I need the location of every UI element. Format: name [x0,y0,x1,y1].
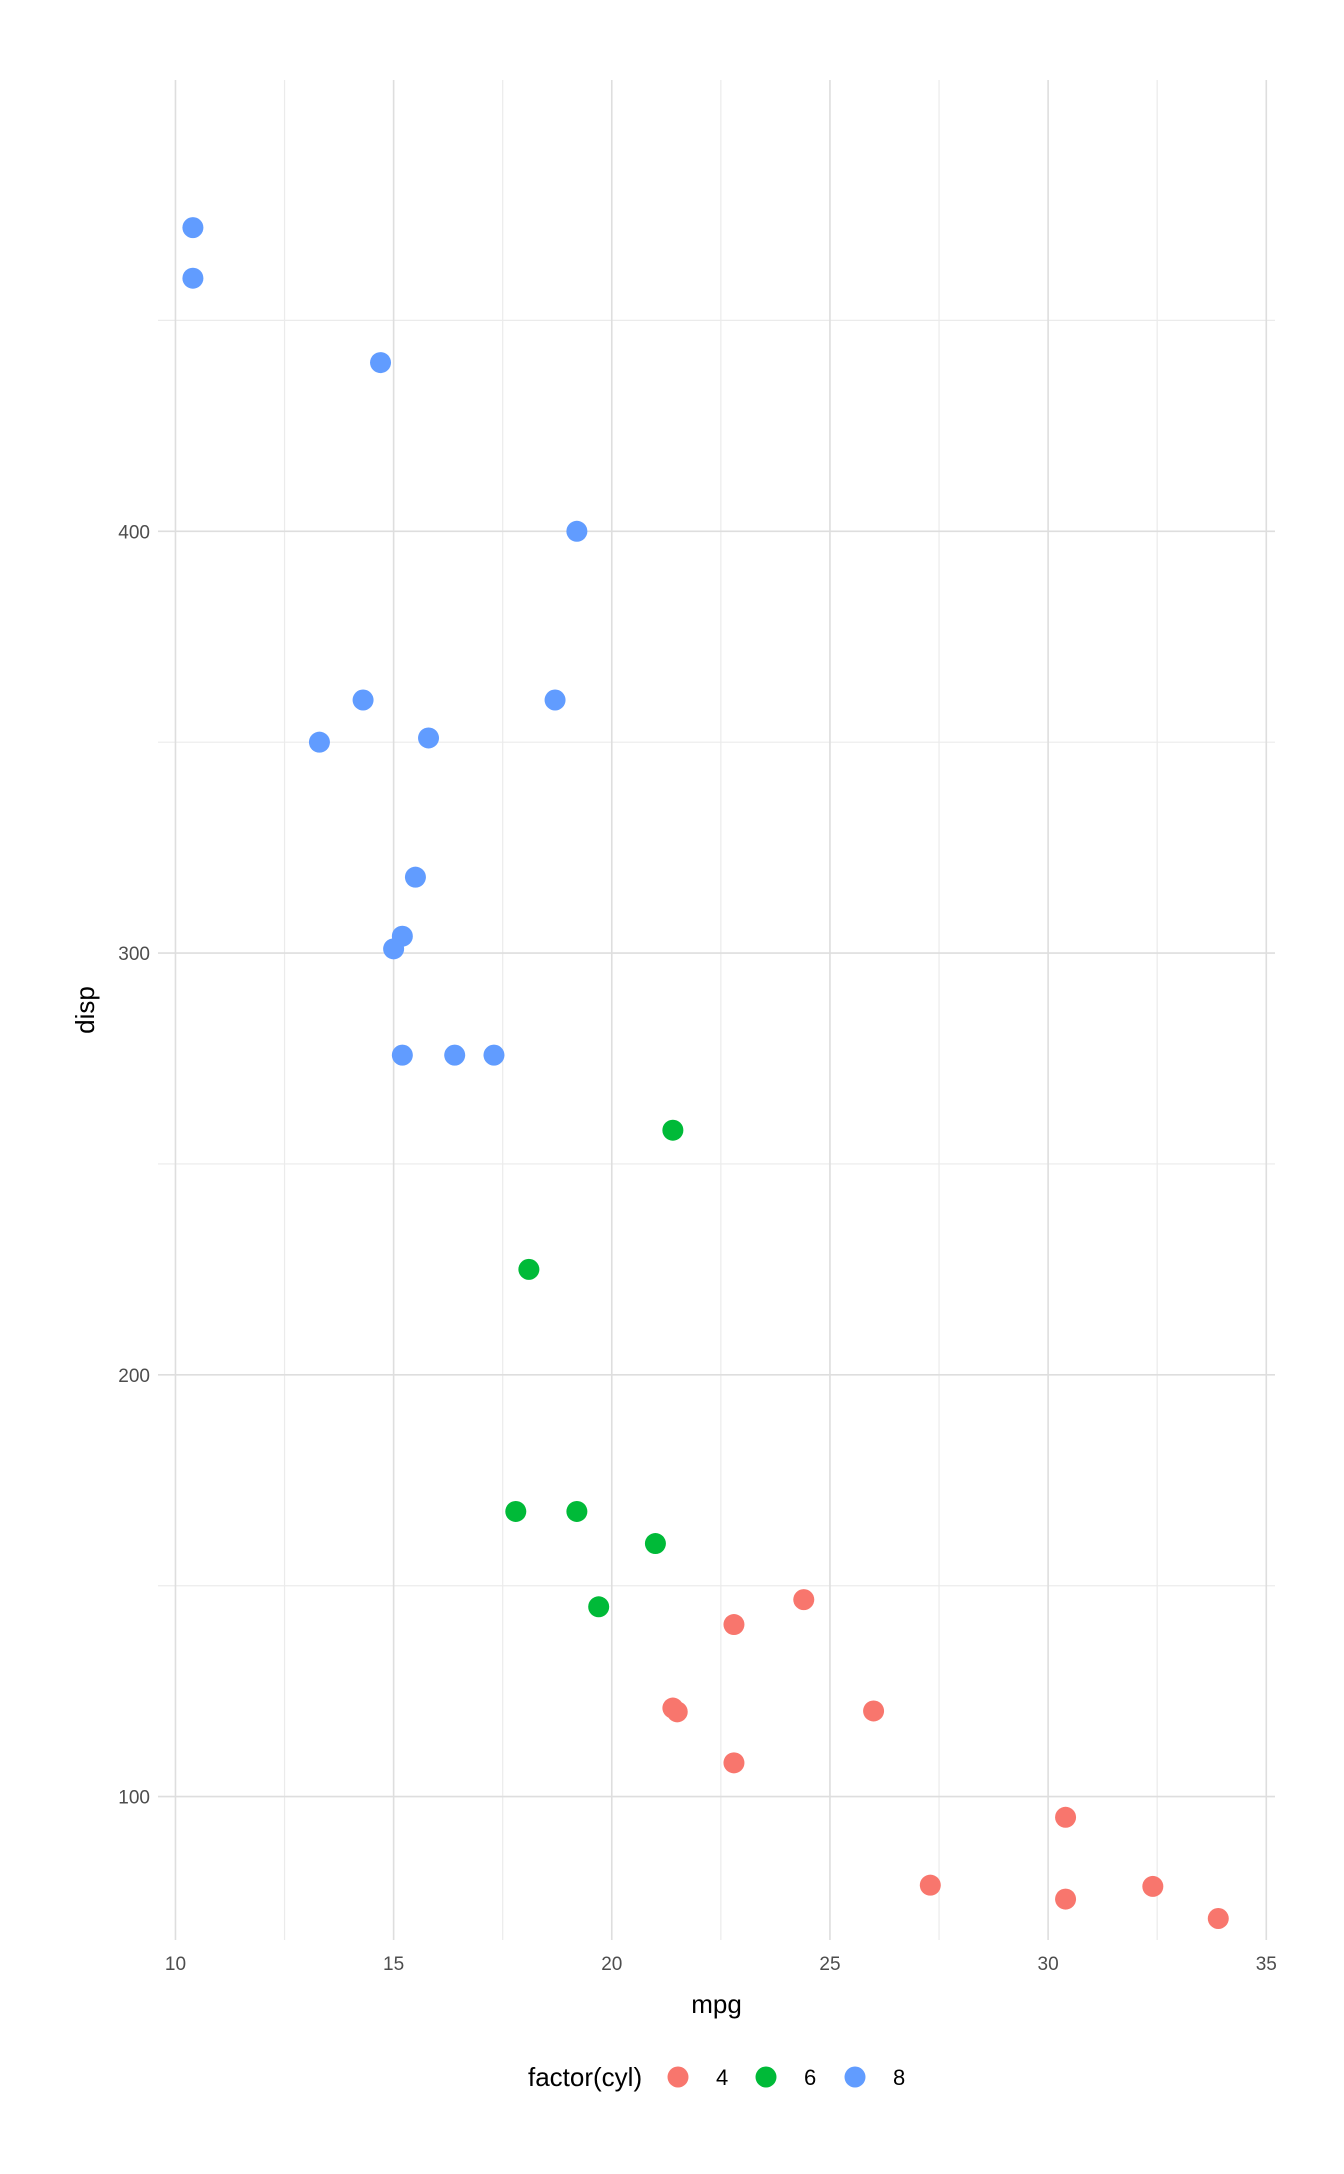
data-point-cyl-8 [404,866,426,888]
data-point-cyl-6 [644,1533,666,1555]
legend-key-6 [755,2066,777,2088]
x-axis-title: mpg [691,1989,742,2019]
legend-key-4 [667,2066,689,2088]
x-tick-label: 30 [1038,1954,1059,1975]
data-point-cyl-8 [418,727,440,749]
data-point-cyl-4 [1055,1888,1077,1910]
data-point-cyl-8 [383,938,405,960]
legend: factor(cyl) 4 6 8 [528,2062,905,2092]
data-point-cyl-4 [793,1589,815,1611]
data-point-cyl-8 [352,689,374,711]
data-point-cyl-6 [662,1119,684,1141]
x-tick-label: 20 [601,1954,622,1975]
data-point-cyl-6 [588,1596,610,1618]
y-tick-label: 100 [118,1788,150,1809]
data-point-cyl-6 [505,1500,527,1522]
data-point-cyl-6 [566,1500,588,1522]
data-point-cyl-8 [308,731,330,753]
data-point-cyl-8 [483,1044,505,1066]
data-points [182,217,1229,1929]
data-point-cyl-4 [1207,1907,1229,1929]
legend-label-6: 6 [804,2065,816,2090]
y-tick-label: 400 [118,522,150,543]
data-point-cyl-4 [662,1697,684,1719]
data-point-cyl-4 [723,1752,745,1774]
data-point-cyl-4 [723,1614,745,1636]
legend-label-4: 4 [716,2065,728,2090]
y-tick-label: 200 [118,1366,150,1387]
data-point-cyl-4 [863,1700,885,1722]
legend-label-8: 8 [893,2065,905,2090]
x-tick-label: 35 [1256,1954,1277,1975]
x-tick-label: 15 [383,1954,404,1975]
data-point-cyl-8 [391,1044,413,1066]
data-point-cyl-8 [566,520,588,542]
data-point-cyl-8 [182,217,204,239]
data-point-cyl-4 [919,1874,941,1896]
y-tick-label: 300 [118,944,150,965]
legend-key-8 [844,2066,866,2088]
data-point-cyl-4 [1142,1875,1164,1897]
data-point-cyl-8 [370,352,392,374]
data-point-cyl-4 [1055,1806,1077,1828]
data-point-cyl-8 [182,267,204,289]
y-axis-title: disp [70,986,100,1034]
data-point-cyl-6 [518,1258,540,1280]
grid [158,80,1275,1940]
x-tick-label: 25 [819,1954,840,1975]
legend-title: factor(cyl) [528,2062,642,2092]
data-point-cyl-8 [544,689,566,711]
x-tick-label: 10 [165,1954,186,1975]
axes: 10 15 20 25 30 35 100 200 300 400 [118,522,1277,1975]
data-point-cyl-8 [444,1044,466,1066]
